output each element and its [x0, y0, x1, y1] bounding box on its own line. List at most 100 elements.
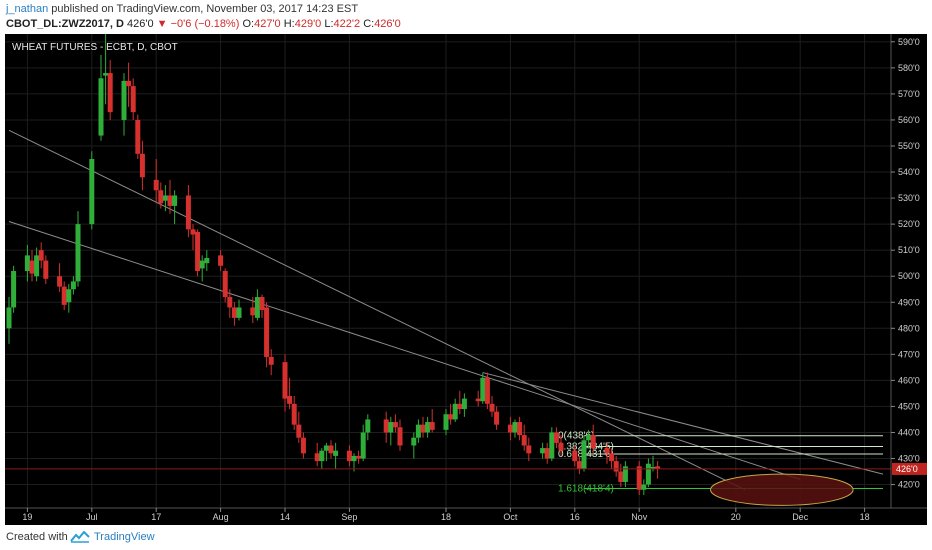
time-axis[interactable]: 19 Jul 17 Aug 14 Sep 18 Oct 16 Nov 20 Dec 18: [22, 508, 870, 522]
candle-body: [645, 463, 651, 485]
candle-body: [314, 453, 320, 462]
candle-body: [222, 271, 228, 298]
low-value: 422'2: [333, 18, 361, 30]
time-tick-label: 20: [731, 512, 741, 522]
price-tick-label: 470'0: [898, 349, 920, 359]
candle-body: [517, 422, 523, 436]
published-text: published on TradingView.com, November 0…: [48, 3, 359, 15]
symbol-label: CBOT_DL:ZWZ2017, D: [6, 18, 124, 30]
candle-body: [526, 445, 532, 454]
candle-body: [264, 307, 270, 357]
fib-level-label: 0(438'6): [558, 431, 594, 442]
candle-body: [461, 398, 467, 410]
current-price-tag-label: 426'0: [896, 464, 918, 474]
price-axis[interactable]: 420'0 430'0 440'0 450'0 460'0 470'0 480'0 490'0…: [891, 37, 920, 490]
candle-body: [448, 414, 454, 420]
open-label: O:: [242, 18, 255, 30]
candle-body: [650, 466, 656, 469]
price-tick-label: 560'0: [898, 115, 920, 125]
price-tick-label: 530'0: [898, 193, 920, 203]
target-ellipse-shape: [710, 473, 854, 506]
candle-body: [218, 255, 224, 266]
open-value: 427'0: [254, 18, 281, 30]
time-tick-label: Oct: [503, 512, 518, 522]
candle-body: [636, 466, 642, 490]
target-ellipse: [710, 473, 854, 506]
price-tick-label: 580'0: [898, 63, 920, 73]
candle-body: [70, 281, 76, 290]
candle-body: [139, 153, 145, 178]
candle-body: [360, 432, 366, 459]
candle-body: [172, 195, 178, 206]
tradingview-logo-icon: [70, 531, 90, 543]
symbol-ohlc-line: CBOT_DL:ZWZ2017, D 426'0 ▼ −0'6 (−0.18%)…: [6, 18, 401, 30]
candle-body: [581, 440, 587, 469]
time-tick-label: 17: [151, 512, 161, 522]
trendline: [482, 372, 884, 475]
time-tick-label: Aug: [213, 512, 229, 522]
candle-body: [425, 422, 431, 433]
candle-body: [268, 356, 274, 365]
high-value: 429'0: [294, 18, 322, 30]
time-tick-label: 19: [22, 512, 32, 522]
candle-body: [162, 195, 168, 201]
candle-body: [480, 377, 486, 402]
price-tick-label: 490'0: [898, 297, 920, 307]
candle-body: [512, 422, 518, 433]
candle-body: [195, 231, 201, 271]
candle-body: [558, 442, 564, 451]
candle-body: [576, 461, 582, 469]
created-with-label: Created with: [6, 531, 68, 543]
close-value: 426'0: [374, 18, 401, 30]
candle-body: [494, 411, 500, 425]
chart-area[interactable]: 0(438'6)0.382(434'5)0.618(431'6)1.618(41…: [5, 34, 927, 525]
candle-body: [121, 80, 127, 120]
last-price: 426'0: [127, 18, 154, 30]
candle-body: [29, 260, 35, 274]
time-tick-label: 18: [441, 512, 451, 522]
candle-body: [254, 297, 260, 318]
candle-body: [34, 255, 40, 277]
candle-body: [333, 450, 339, 456]
candle-body: [300, 437, 306, 454]
candle-body: [365, 419, 371, 433]
candle-body: [185, 195, 191, 230]
candle-body: [158, 190, 164, 204]
candle-body: [259, 297, 265, 311]
tradingview-link[interactable]: TradingView: [94, 531, 155, 543]
author-link[interactable]: j_nathan: [6, 3, 49, 15]
candle-body: [549, 432, 555, 459]
candle-body: [586, 435, 592, 441]
candle-body: [351, 455, 357, 462]
candles: [6, 34, 661, 495]
candle-body: [250, 307, 256, 316]
price-tick-label: 520'0: [898, 219, 920, 229]
candle-body: [590, 435, 596, 449]
high-label: H:: [283, 18, 295, 30]
candle-body: [415, 424, 421, 438]
candlestick-chart[interactable]: 0(438'6)0.382(434'5)0.618(431'6)1.618(41…: [5, 34, 927, 525]
candle-body: [392, 422, 398, 428]
candle-body: [199, 260, 205, 269]
candle-body: [11, 271, 17, 308]
candle-body: [204, 257, 210, 264]
candle-body: [231, 307, 237, 318]
price-tick-label: 550'0: [898, 141, 920, 151]
price-tick-label: 460'0: [898, 375, 920, 385]
candle-body: [107, 73, 113, 113]
candle-body: [75, 224, 81, 282]
candle-body: [236, 307, 242, 318]
candle-body: [66, 289, 72, 303]
candle-body: [227, 297, 233, 308]
candle-body: [38, 250, 44, 261]
candle-body: [296, 424, 302, 438]
candle-body: [89, 159, 95, 225]
price-tick-label: 440'0: [898, 427, 920, 437]
candle-body: [388, 422, 394, 433]
candle-body: [98, 78, 104, 136]
candle-body: [475, 398, 481, 402]
candle-body: [452, 403, 458, 420]
candle-body: [130, 86, 136, 113]
trendlines: [8, 129, 884, 491]
price-tick-label: 480'0: [898, 323, 920, 333]
